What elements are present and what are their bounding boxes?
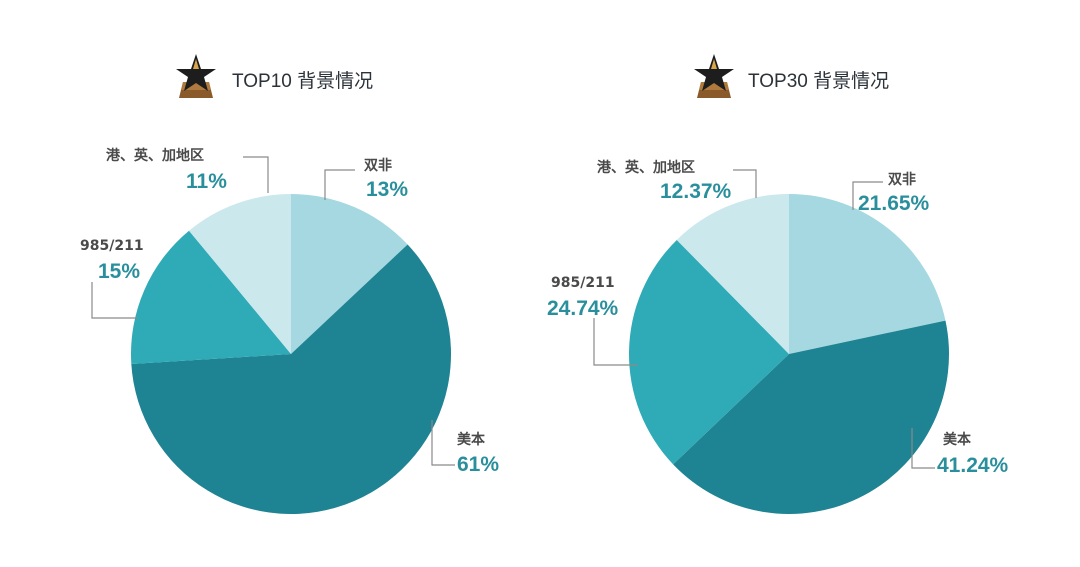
chart-2-title: TOP30 背景情况 [748,70,889,92]
chart-2-leader-overseas [733,169,757,198]
chart-1-labels: 双非 13% 美本 61% 985/211 15% 港、英、加地区 11% [80,147,499,476]
chart-2-labels: 双非 21.65% 美本 41.24% 985/211 24.74% 港、英、加… [547,159,1009,477]
chart-1-label-985-211-name: 985/211 [80,238,144,254]
chart-2-leader-lines [593,169,935,469]
chart-2-label-meiben-value: 41.24% [937,454,1009,477]
chart-1-slice-shuangfei [291,194,408,354]
chart-2-label-985-211-value: 24.74% [547,297,619,320]
chart-2-header: TOP30 背景情况 [694,54,889,98]
chart-2-label-meiben-name: 美本 [943,431,972,448]
chart-1-leader-overseas [243,156,269,193]
chart-1-leader-lines [91,156,455,466]
chart-1-slice-overseas [189,194,291,354]
chart-1-slice-meiben [131,244,452,515]
chart-2-label-overseas-value: 12.37% [660,180,732,203]
chart-2-label-985-211-name: 985/211 [551,275,615,291]
chart-2-label-overseas-name: 港、英、加地区 [597,159,695,176]
chart-1-leader-meiben [431,420,455,466]
chart-1-title: TOP10 背景情况 [232,70,373,92]
star-trophy-icon [694,54,734,98]
chart-1-slice-985-211 [131,230,291,365]
chart-2-slice-985-211 [628,239,789,465]
chart-2-pie [628,194,950,515]
chart-1-pie [131,194,452,515]
chart-1-label-overseas-value: 11% [186,170,227,193]
chart-2-leader-meiben [911,428,935,469]
chart-1-label-shuangfei-name: 双非 [364,157,392,174]
chart-2-slice-meiben [673,320,950,515]
chart-1-label-985-211-value: 15% [98,260,140,283]
chart-1-label-meiben-value: 61% [457,453,499,476]
chart-2-leader-985-211 [593,318,638,366]
chart-1-label-shuangfei-value: 13% [366,178,408,201]
chart-2-label-shuangfei-value: 21.65% [858,192,930,215]
chart-2-label-shuangfei-name: 双非 [888,171,916,188]
chart-1-label-overseas-name: 港、英、加地区 [106,147,204,164]
chart-1-leader-985-211 [91,282,138,319]
chart-1-label-meiben-name: 美本 [457,431,486,448]
chart-1-leader-shuangfei [324,169,355,200]
chart-2-leader-shuangfei [852,181,883,210]
chart-2-slice-shuangfei [789,194,946,354]
star-trophy-icon [176,54,216,98]
chart-1-header: TOP10 背景情况 [176,54,373,98]
chart-2-slice-overseas [676,194,789,354]
